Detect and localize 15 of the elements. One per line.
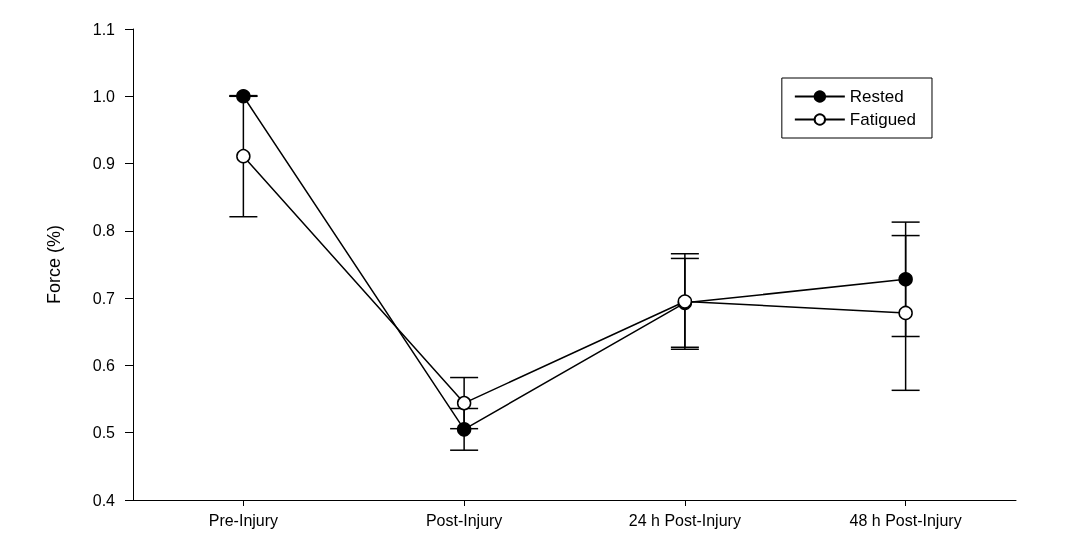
y-axis-title: Force (%)	[44, 224, 64, 305]
legend-label: Fatigued	[849, 110, 917, 129]
y-tick-label: 0.9	[92, 155, 116, 173]
y-tick-label: 1.1	[92, 20, 116, 38]
x-tick-label: Pre-Injury	[208, 511, 279, 529]
y-tick-label: 1.0	[92, 87, 116, 105]
y-tick-label: 0.7	[92, 289, 116, 307]
y-tick-label: 0.8	[92, 222, 116, 240]
x-tick-label: 48 h Post-Injury	[849, 511, 962, 529]
y-tick-label: 0.5	[92, 424, 116, 442]
x-tick-label: Post-Injury	[425, 511, 503, 529]
x-tick-label: 24 h Post-Injury	[628, 511, 741, 529]
y-tick-label: 0.4	[92, 491, 116, 509]
y-tick-label: 0.6	[92, 356, 116, 374]
legend-label: Rested	[849, 87, 904, 106]
